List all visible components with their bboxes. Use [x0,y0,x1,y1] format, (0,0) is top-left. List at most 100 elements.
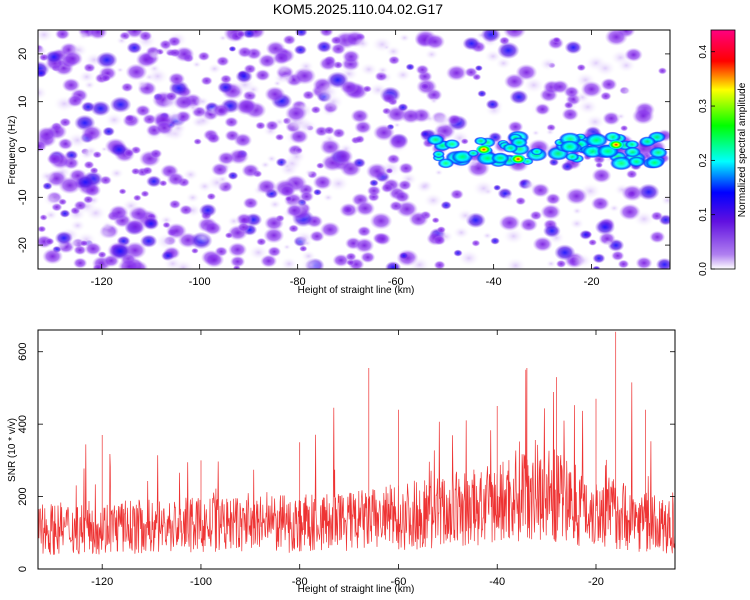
x-tick-label: -20 [588,576,604,588]
spectrogram-cell [268,199,283,210]
spectrogram-cell [135,79,149,89]
spectrogram-cell [166,172,185,187]
signal-cell [490,152,510,164]
y-tick-label: 0 [17,566,29,572]
spectrogram-cell [116,66,125,74]
spectrogram-cell [621,184,644,202]
spectrogram-cell [312,174,333,190]
spectrogram-cell [196,232,210,244]
spectrogram-cell [80,124,103,142]
spectrogram-cell [318,56,338,71]
spectrogram-cell [75,174,96,190]
spectrogram-cell [259,160,271,170]
spectrogram-cell [167,110,182,122]
spectrogram-cell [146,67,170,86]
snr-y-ticks: 0 200 400 600 [17,343,675,572]
spectrogram-cell [445,64,468,81]
signal-cell [627,156,646,168]
spectrogram-cell [146,175,162,188]
spectrogram-cell [288,224,300,233]
y-tick-label: 20 [17,48,29,60]
x-tick-label: -100 [190,576,212,588]
spectrogram-cell [563,101,574,109]
spectrogram-cell [193,138,202,145]
spectrogram-cell [293,44,308,55]
spectrogram-cell [398,33,411,43]
spectrogram-y-label: Frequency (Hz) [7,116,18,185]
signal-peak [608,139,625,150]
spectrogram-cell [602,111,621,126]
y-tick-label: 600 [17,343,29,361]
spectrogram-cell [294,30,308,37]
spectrogram-cell [299,245,308,252]
spectrogram-cell [100,74,112,83]
spectrogram-cell [565,187,588,205]
spectrogram-cell [217,81,234,94]
spectrogram-cell [542,223,561,238]
spectrogram-cell [332,127,346,139]
spectrogram-cell [354,237,375,254]
spectrogram-cell [83,80,96,90]
spectrogram-cell [165,222,188,240]
spectrogram-cell [195,95,210,107]
signal-cell [624,139,640,149]
spectrogram-cell [256,237,267,246]
spectrogram-cell [218,34,228,42]
spectrogram-cell [282,34,297,46]
spectrogram-cell [44,237,55,246]
spectrogram-cell [545,128,555,136]
spectrogram-cell [289,129,309,145]
signal-peak [475,144,492,155]
spectrogram-cell [531,129,541,137]
spectrogram-cell [242,30,256,39]
spectrogram-cell [590,196,610,211]
signal-cell [564,152,580,162]
spectrogram-cell [576,63,587,72]
spectrogram-cell [38,68,47,78]
spectrogram-cell [380,182,394,193]
snr-series-line [38,331,675,555]
spectrogram-cell [284,104,308,123]
spectrogram-cell [408,211,429,227]
spectrogram-cell [39,170,55,183]
spectrogram-cell [227,242,248,258]
spectrogram-cell [555,259,567,268]
colorbar: 0.0 0.1 0.2 0.3 0.4 Normalized spectral ampl… [698,29,748,276]
figure-title: KOM5.2025.110.04.02.G17 [273,1,443,17]
spectrogram-cell [255,121,266,130]
spectrogram-cell [440,200,452,210]
spectrogram-cell [352,157,366,168]
spectrogram-cell [384,261,402,269]
spectrogram-cell [263,227,285,244]
spectrogram-cell [400,108,421,124]
spectrogram-cell [279,184,296,198]
spectrogram-cell [398,162,414,175]
spectrogram-cell [203,251,225,268]
spectrogram-cell [563,85,580,99]
spectrogram-cell [660,194,670,206]
spectrogram-cell [120,82,134,93]
spectrogram-cell [360,251,376,264]
spectrogram-cell [267,246,282,258]
spectrogram-cell [600,77,618,91]
spectrogram-cell [368,82,388,98]
spectrogram-cell [265,120,280,131]
spectrogram-cell [197,51,211,62]
signal-cell [604,131,622,143]
x-tick-label: -80 [292,576,308,588]
spectrogram-cell [330,43,347,55]
spectrogram-cell [540,203,562,220]
spectrogram-cell [481,231,493,240]
spectrogram-cell [132,194,142,202]
signal-cell [584,132,609,148]
spectrogram-cell [297,59,315,73]
spectrogram-cell [515,196,527,206]
spectrogram-cell [241,163,260,178]
spectrogram-cell [394,68,412,82]
spectrogram-cell [117,257,141,269]
spectrogram-cell [140,190,150,198]
spectrogram-cell [87,30,108,40]
spectrogram-cell [211,103,231,118]
x-tick-label: -40 [489,576,505,588]
